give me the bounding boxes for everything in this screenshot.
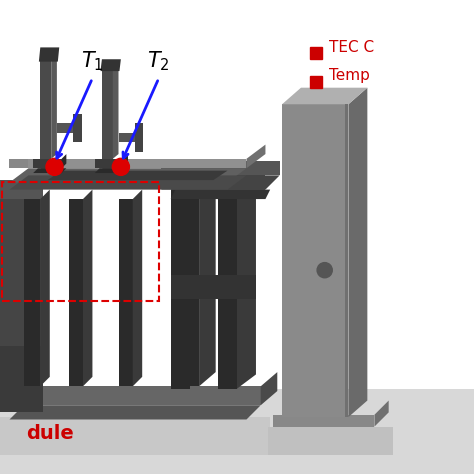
Polygon shape <box>9 175 246 190</box>
Polygon shape <box>57 123 78 133</box>
Polygon shape <box>40 190 50 386</box>
Polygon shape <box>24 199 40 386</box>
Polygon shape <box>282 104 348 417</box>
Polygon shape <box>171 190 190 389</box>
Polygon shape <box>9 168 246 182</box>
Polygon shape <box>40 57 51 159</box>
Polygon shape <box>268 427 393 455</box>
Polygon shape <box>161 161 280 175</box>
Bar <box>310 76 322 88</box>
Polygon shape <box>9 159 28 168</box>
Polygon shape <box>218 199 237 389</box>
Bar <box>345 104 348 417</box>
Bar <box>0 0 474 389</box>
Polygon shape <box>133 190 142 386</box>
Polygon shape <box>273 415 374 427</box>
Circle shape <box>46 158 63 175</box>
Text: $T_2$: $T_2$ <box>147 50 170 73</box>
Polygon shape <box>95 159 123 168</box>
Polygon shape <box>118 199 133 386</box>
Polygon shape <box>135 123 143 152</box>
Polygon shape <box>113 62 118 159</box>
Polygon shape <box>9 405 261 419</box>
Bar <box>0 389 474 474</box>
Polygon shape <box>33 168 66 173</box>
Polygon shape <box>123 154 128 168</box>
Polygon shape <box>180 175 199 386</box>
Text: TEC C: TEC C <box>329 40 374 55</box>
Text: Temp: Temp <box>329 68 370 83</box>
Polygon shape <box>282 88 367 104</box>
Circle shape <box>112 158 129 175</box>
Polygon shape <box>69 199 83 386</box>
Polygon shape <box>348 88 367 417</box>
Polygon shape <box>73 114 82 142</box>
Polygon shape <box>0 417 270 455</box>
Polygon shape <box>39 47 59 62</box>
Polygon shape <box>171 175 265 190</box>
Polygon shape <box>0 199 43 346</box>
Polygon shape <box>199 161 216 386</box>
Bar <box>310 47 322 59</box>
Polygon shape <box>102 159 113 173</box>
Polygon shape <box>83 190 92 386</box>
Polygon shape <box>47 171 228 180</box>
Polygon shape <box>0 180 43 199</box>
Polygon shape <box>237 185 256 389</box>
Polygon shape <box>118 133 140 142</box>
Polygon shape <box>171 190 270 199</box>
Polygon shape <box>246 145 265 168</box>
Polygon shape <box>261 372 277 405</box>
Polygon shape <box>62 154 66 168</box>
Circle shape <box>317 263 332 278</box>
Polygon shape <box>28 159 246 168</box>
Polygon shape <box>161 175 280 190</box>
Polygon shape <box>51 52 57 159</box>
Polygon shape <box>100 59 121 71</box>
Polygon shape <box>9 386 24 405</box>
Text: $T_1$: $T_1$ <box>81 50 104 73</box>
Bar <box>2 182 159 301</box>
Polygon shape <box>33 159 62 168</box>
Polygon shape <box>95 168 128 173</box>
Polygon shape <box>171 275 256 299</box>
Polygon shape <box>374 401 389 427</box>
Polygon shape <box>102 66 113 159</box>
Text: dule: dule <box>26 424 74 443</box>
Polygon shape <box>40 159 51 173</box>
Polygon shape <box>0 346 43 412</box>
Polygon shape <box>24 386 261 405</box>
